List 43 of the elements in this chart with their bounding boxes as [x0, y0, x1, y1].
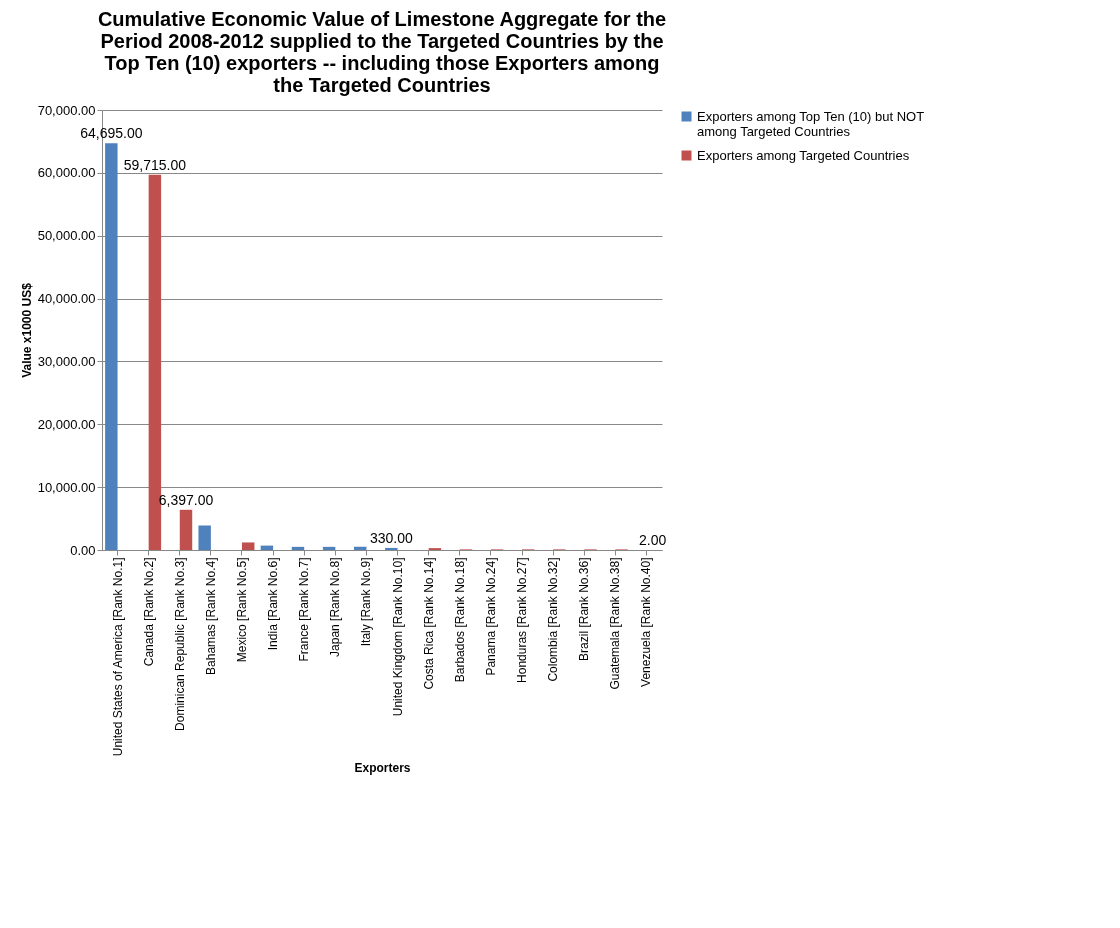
x-tick-label: Barbados [Rank No.18] [452, 557, 467, 683]
legend-label: Exporters among Targeted Countries [697, 147, 910, 163]
x-tick-label: United Kingdom [Rank No.10] [390, 557, 405, 717]
bar [179, 509, 193, 550]
x-tick-label: Japan [Rank No.8] [328, 557, 343, 657]
x-tick-label: Bahamas [Rank No.4] [203, 557, 218, 675]
x-tick-label: Italy [Rank No.9] [359, 557, 374, 647]
legend-label: Exporters among Top Ten (10) but NOT among Targeted Countries [697, 108, 925, 139]
x-tick-label: Costa Rica [Rank No.14] [421, 557, 436, 690]
x-tick-label: France [Rank No.7] [297, 557, 312, 662]
chart-title: Cumulative Economic Value of Limestone Aggregate for the Period 2008-2012 supplied to the Targeted Countries by the Top Ten (10) exporters -- including those Exporters among the Targeted Countries [97, 8, 667, 96]
data-label: 64,695.00 [80, 125, 143, 142]
x-tick-label: Venezuela [Rank No.40] [639, 557, 654, 687]
y-tick-label: 20,000.00 [37, 416, 96, 432]
x-axis-title: Exporters [354, 760, 411, 775]
bar [385, 547, 398, 550]
y-tick-label: 0.00 [70, 542, 96, 558]
bar [322, 546, 336, 550]
x-tick-label: Dominican Republic [Rank No.3] [172, 557, 187, 731]
bar [242, 542, 255, 550]
y-tick-label: 40,000.00 [37, 291, 96, 307]
x-tick-label: Panama [Rank No.24] [483, 557, 498, 676]
bar [198, 525, 211, 550]
y-tick-label: 50,000.00 [37, 228, 96, 244]
y-tick-label: 30,000.00 [37, 353, 96, 369]
data-label: 330.00 [369, 529, 413, 546]
data-label: 2.00 [639, 531, 667, 548]
x-tick-label: India [Rank No.6] [266, 557, 281, 651]
x-tick-label: United States of America [Rank No.1] [110, 557, 125, 757]
data-label: 59,715.00 [123, 156, 187, 173]
x-tick-label: Guatemala [Rank No.38] [608, 557, 623, 690]
bar [291, 546, 305, 550]
y-tick-label: 70,000.00 [37, 102, 96, 118]
y-tick-label: 60,000.00 [37, 165, 96, 181]
x-tick-label: Canada [Rank No.2] [141, 557, 156, 667]
bar [354, 546, 367, 550]
x-tick-label: Colombia [Rank No.32] [546, 557, 561, 682]
bar [105, 143, 118, 550]
x-tick-label: Mexico [Rank No.5] [235, 557, 249, 663]
x-tick-label: Brazil [Rank No.36] [577, 557, 592, 661]
x-tick-label: Honduras [Rank No.27] [515, 557, 529, 683]
y-tick-label: 10,000.00 [37, 479, 96, 495]
y-axis-title: Value x1000 US$ [19, 282, 34, 378]
